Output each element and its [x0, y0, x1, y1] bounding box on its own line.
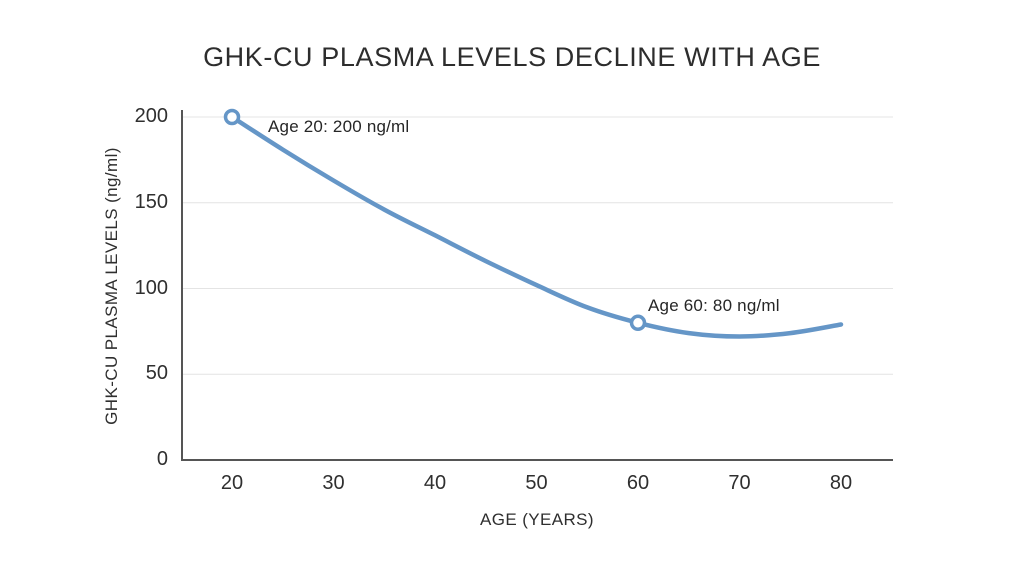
x-tick-label: 70	[728, 472, 751, 494]
x-tick-label: 30	[322, 472, 345, 494]
y-tick-label: 150	[134, 190, 168, 213]
y-tick-label: 0	[156, 448, 168, 470]
y-tick-label: 200	[134, 105, 168, 127]
data-point-marker	[223, 108, 241, 126]
x-tick-label: 60	[626, 472, 650, 494]
y-tick-label: 100	[134, 276, 168, 299]
x-tick-label: 80	[829, 472, 853, 494]
chart-title: GHK-CU PLASMA LEVELS DECLINE WITH AGE	[203, 42, 821, 72]
annotation-age-20: Age 20: 200 ng/ml	[268, 117, 410, 136]
x-axis-title: AGE (YEARS)	[480, 510, 594, 529]
x-tick-label: 50	[525, 472, 548, 494]
data-point-marker	[629, 314, 647, 332]
x-tick-label: 20	[220, 472, 244, 494]
y-tick-label: 50	[145, 362, 168, 385]
annotation-age-60: Age 60: 80 ng/ml	[648, 296, 780, 315]
x-tick-label: 40	[423, 472, 447, 494]
series-line	[229, 114, 844, 339]
